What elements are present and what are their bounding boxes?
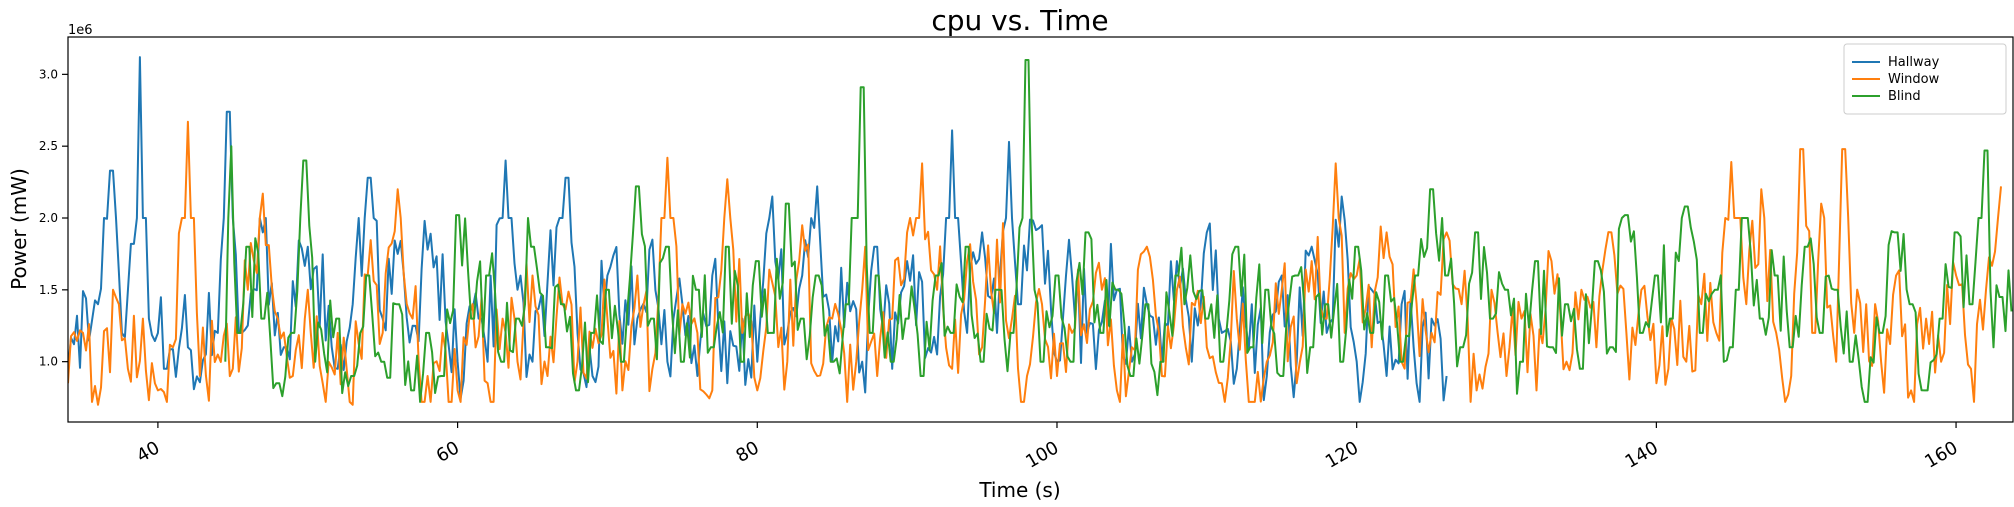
x-axis-label: Time (s) (978, 478, 1060, 502)
y-tick-label: 2.5 (39, 139, 58, 153)
series-layer (68, 56, 2013, 406)
plot-frame (67, 36, 2014, 423)
series-line-blind (224, 59, 2013, 403)
y-offset-label: 1e6 (68, 23, 93, 38)
chart-title: cpu vs. Time (931, 4, 1108, 37)
legend-box (1843, 43, 2007, 115)
y-tick-label: 2.0 (39, 211, 58, 225)
legend-label-hallway: Hallway (1888, 55, 1940, 70)
y-tick-label: 3.0 (39, 67, 58, 81)
legend-label-blind: Blind (1888, 89, 1921, 104)
y-tick-label: 1.0 (39, 355, 58, 369)
series-line-window (68, 120, 2002, 406)
y-axis-label: Power (mW) (7, 168, 31, 290)
legend-label-window: Window (1888, 72, 1940, 87)
y-axis: 1.0 1.5 2.0 2.5 3.0 (39, 67, 68, 369)
y-tick-label: 1.5 (39, 283, 58, 297)
legend: Hallway Window Blind (1843, 43, 2007, 115)
